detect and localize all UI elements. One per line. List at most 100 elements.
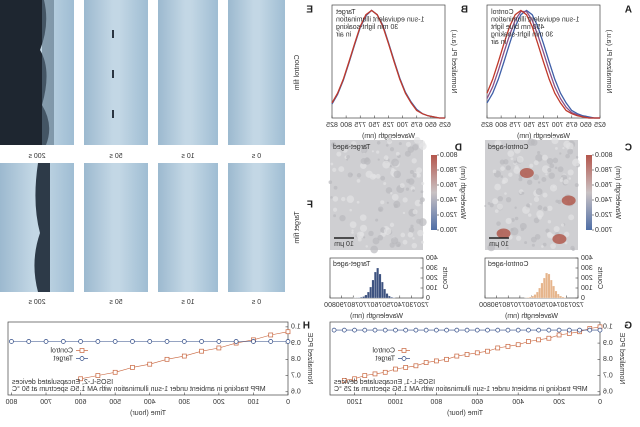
- map-texture: [524, 241, 528, 245]
- map-texture: [376, 141, 381, 145]
- histogram-bar: [554, 290, 558, 299]
- map-texture: [385, 187, 393, 194]
- marker: [199, 339, 204, 344]
- degraded-region: [0, 0, 50, 145]
- map-texture: [514, 206, 517, 209]
- map-texture: [516, 235, 522, 241]
- map-texture: [497, 195, 504, 202]
- map-texture: [391, 167, 395, 172]
- x-tick-label: 500: [109, 399, 121, 406]
- film-image: [84, 163, 148, 292]
- map-texture: [412, 144, 419, 151]
- x-tick-label: 1000: [388, 399, 404, 406]
- map-texture: [547, 168, 552, 173]
- map-texture: [412, 237, 415, 240]
- map-texture: [533, 160, 539, 166]
- marker: [352, 327, 357, 333]
- map-domain: [519, 168, 534, 178]
- scalebar-label: 10 μm: [334, 241, 354, 248]
- film-image: [158, 163, 218, 292]
- panel-label: D: [455, 143, 462, 154]
- map-texture: [420, 190, 424, 194]
- marker: [393, 327, 398, 333]
- marker: [331, 327, 337, 333]
- map-texture: [405, 141, 412, 147]
- map-texture: [417, 229, 424, 237]
- colorbar-title: Wavelength (nm): [459, 166, 466, 219]
- map-texture: [568, 177, 572, 180]
- map-texture: [552, 185, 556, 189]
- panel-label: C: [625, 143, 632, 154]
- y-tick-label: 0.7: [291, 372, 301, 379]
- map-texture: [412, 209, 418, 215]
- map-texture: [346, 158, 349, 161]
- map-texture: [541, 177, 547, 182]
- film-image: [84, 0, 148, 145]
- map-texture: [501, 180, 506, 185]
- marker: [199, 348, 204, 354]
- map-domain: [552, 234, 567, 244]
- map-texture: [389, 147, 395, 152]
- marker: [454, 353, 460, 359]
- y-axis-title: Counts: [441, 266, 448, 289]
- time-label: 200 s: [28, 153, 46, 160]
- y-tick-label: 0: [581, 295, 585, 302]
- y-tick-label: 1.0: [291, 324, 301, 331]
- histogram-bar: [390, 297, 393, 299]
- y-axis-title: Normalized PL (a.u.): [450, 30, 457, 94]
- map-texture: [365, 245, 369, 248]
- y-axis-title: Normalized PCE: [618, 332, 625, 384]
- x-tick-label: 650: [580, 122, 592, 129]
- y-tick-label: 0.9: [603, 340, 613, 347]
- colorbar-tick-label: 740.0: [595, 197, 613, 204]
- map-texture: [370, 245, 379, 254]
- map-texture: [552, 157, 559, 164]
- map-texture: [529, 163, 534, 168]
- map-texture: [411, 242, 418, 249]
- map-texture: [408, 227, 415, 233]
- map-texture: [559, 152, 562, 155]
- map-texture: [508, 172, 513, 177]
- map-texture: [328, 180, 333, 184]
- map-texture: [385, 144, 389, 147]
- x-tick-label: 0: [286, 399, 290, 406]
- marker: [362, 327, 368, 333]
- map-texture: [351, 231, 354, 234]
- marker: [285, 329, 291, 335]
- map-texture: [371, 150, 374, 153]
- map-texture: [409, 170, 414, 175]
- y-tick-label: 0: [426, 295, 430, 302]
- marker: [423, 360, 429, 365]
- map-texture: [402, 239, 408, 245]
- map-texture: [533, 196, 540, 202]
- histogram-bar: [543, 277, 546, 299]
- histogram-bar: [374, 271, 377, 299]
- marker: [505, 343, 511, 349]
- x-axis-title: Wavelength (nm): [362, 133, 415, 140]
- marker: [566, 327, 572, 333]
- map-texture: [550, 243, 556, 249]
- x-tick-label: 1200: [347, 399, 363, 406]
- x-tick-label: 800: [430, 399, 442, 406]
- x-tick-label: 775: [354, 122, 366, 129]
- map-texture: [547, 205, 553, 212]
- x-tick-label: 800: [479, 302, 491, 309]
- map-texture: [336, 151, 342, 157]
- map-texture: [338, 166, 345, 173]
- map-texture: [356, 231, 364, 239]
- marker: [164, 356, 170, 362]
- marker: [268, 339, 274, 344]
- map-texture: [542, 242, 547, 247]
- colorbar-tick-label: 760.0: [440, 182, 458, 189]
- map-title: Target-aged: [333, 144, 370, 151]
- histogram-bar: [388, 295, 391, 299]
- map-texture: [351, 229, 354, 232]
- marker: [485, 327, 490, 333]
- annotation: 1-sun equivalent illumination: [336, 16, 424, 23]
- annotation: 30 min light-soaking: [491, 31, 553, 38]
- map-texture: [360, 162, 367, 169]
- map-texture: [567, 169, 574, 176]
- map-texture: [365, 170, 373, 178]
- map-texture: [535, 188, 543, 195]
- y-tick-label: 0.6: [603, 389, 613, 396]
